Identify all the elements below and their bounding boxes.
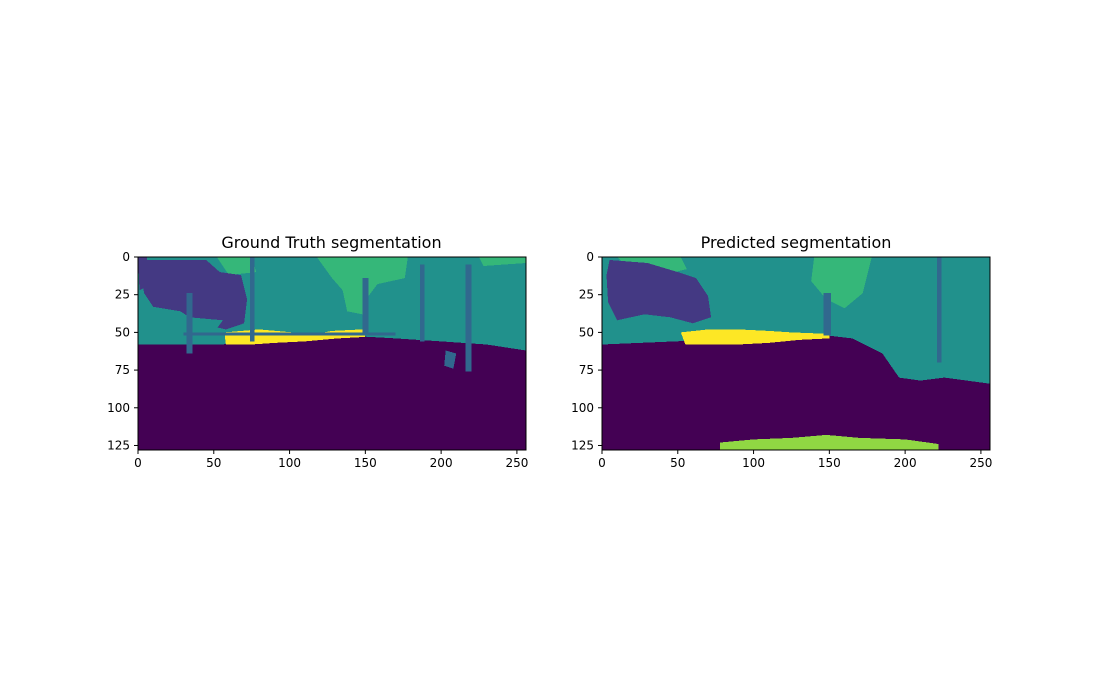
predicted-panel: Predicted segmentation 0 50 100 150 200 250 0 2… (571, 233, 992, 470)
y-tick-label: 75 (579, 363, 594, 377)
y-tick-label: 50 (115, 325, 130, 339)
segment-region-c4 (216, 257, 257, 276)
segment-region-c2 (937, 257, 942, 363)
segment-region-c0 (602, 333, 990, 450)
ground-truth-title: Ground Truth segmentation (221, 233, 441, 252)
y-tick-label: 125 (571, 438, 594, 452)
y-tick-label: 100 (571, 401, 594, 415)
predicted-image (602, 257, 990, 450)
predicted-title: Predicted segmentation (701, 233, 892, 252)
axes-frame (137, 256, 527, 451)
x-tick-label: 200 (894, 456, 917, 470)
ground-truth-axes: 0 50 100 150 200 250 0 25 50 75 100 125 (107, 250, 528, 470)
y-tick-label: 75 (115, 363, 130, 377)
y-tick-label: 125 (107, 438, 130, 452)
x-tick-label: 0 (598, 456, 606, 470)
predicted-axes: 0 50 100 150 200 250 0 25 50 75 100 125 (571, 250, 992, 470)
segment-region-c2 (419, 264, 425, 342)
segment-region-c1 (606, 260, 712, 324)
ground-truth-image (138, 257, 526, 450)
segment-region-c2 (186, 293, 193, 354)
x-tick-label: 200 (430, 456, 453, 470)
segment-region-c2 (183, 332, 396, 336)
segment-region-c6 (680, 329, 830, 345)
segment-region-c3 (183, 317, 223, 333)
ground-truth-panel: Ground Truth segmentation 0 50 100 150 200 25… (107, 233, 528, 470)
segment-region-c1 (141, 260, 248, 330)
y-tick-label: 25 (115, 288, 130, 302)
segment-region-c1 (138, 257, 148, 291)
y-tick-label: 25 (579, 288, 594, 302)
x-tick-label: 50 (206, 456, 221, 470)
x-tick-label: 100 (742, 456, 765, 470)
x-tick-label: 150 (818, 456, 841, 470)
x-tick-label: 100 (278, 456, 301, 470)
segment-region-c2 (465, 264, 472, 372)
x-tick-label: 0 (134, 456, 142, 470)
segment-region-c2 (444, 350, 457, 369)
segment-region-c4 (479, 257, 526, 266)
x-tick-label: 150 (354, 456, 377, 470)
y-tick-label: 100 (107, 401, 130, 415)
y-tick-label: 0 (586, 250, 594, 264)
x-tick-label: 250 (505, 456, 528, 470)
segment-region-c2 (250, 257, 255, 342)
x-tick-label: 50 (670, 456, 685, 470)
segment-region-c0 (138, 335, 526, 450)
axes-frame (601, 256, 991, 451)
y-tick-label: 50 (579, 325, 594, 339)
segment-region-c2 (362, 278, 369, 333)
segment-region-c2 (823, 293, 831, 336)
segment-region-c5 (720, 434, 939, 450)
x-tick-label: 250 (969, 456, 992, 470)
y-tick-label: 0 (122, 250, 130, 264)
